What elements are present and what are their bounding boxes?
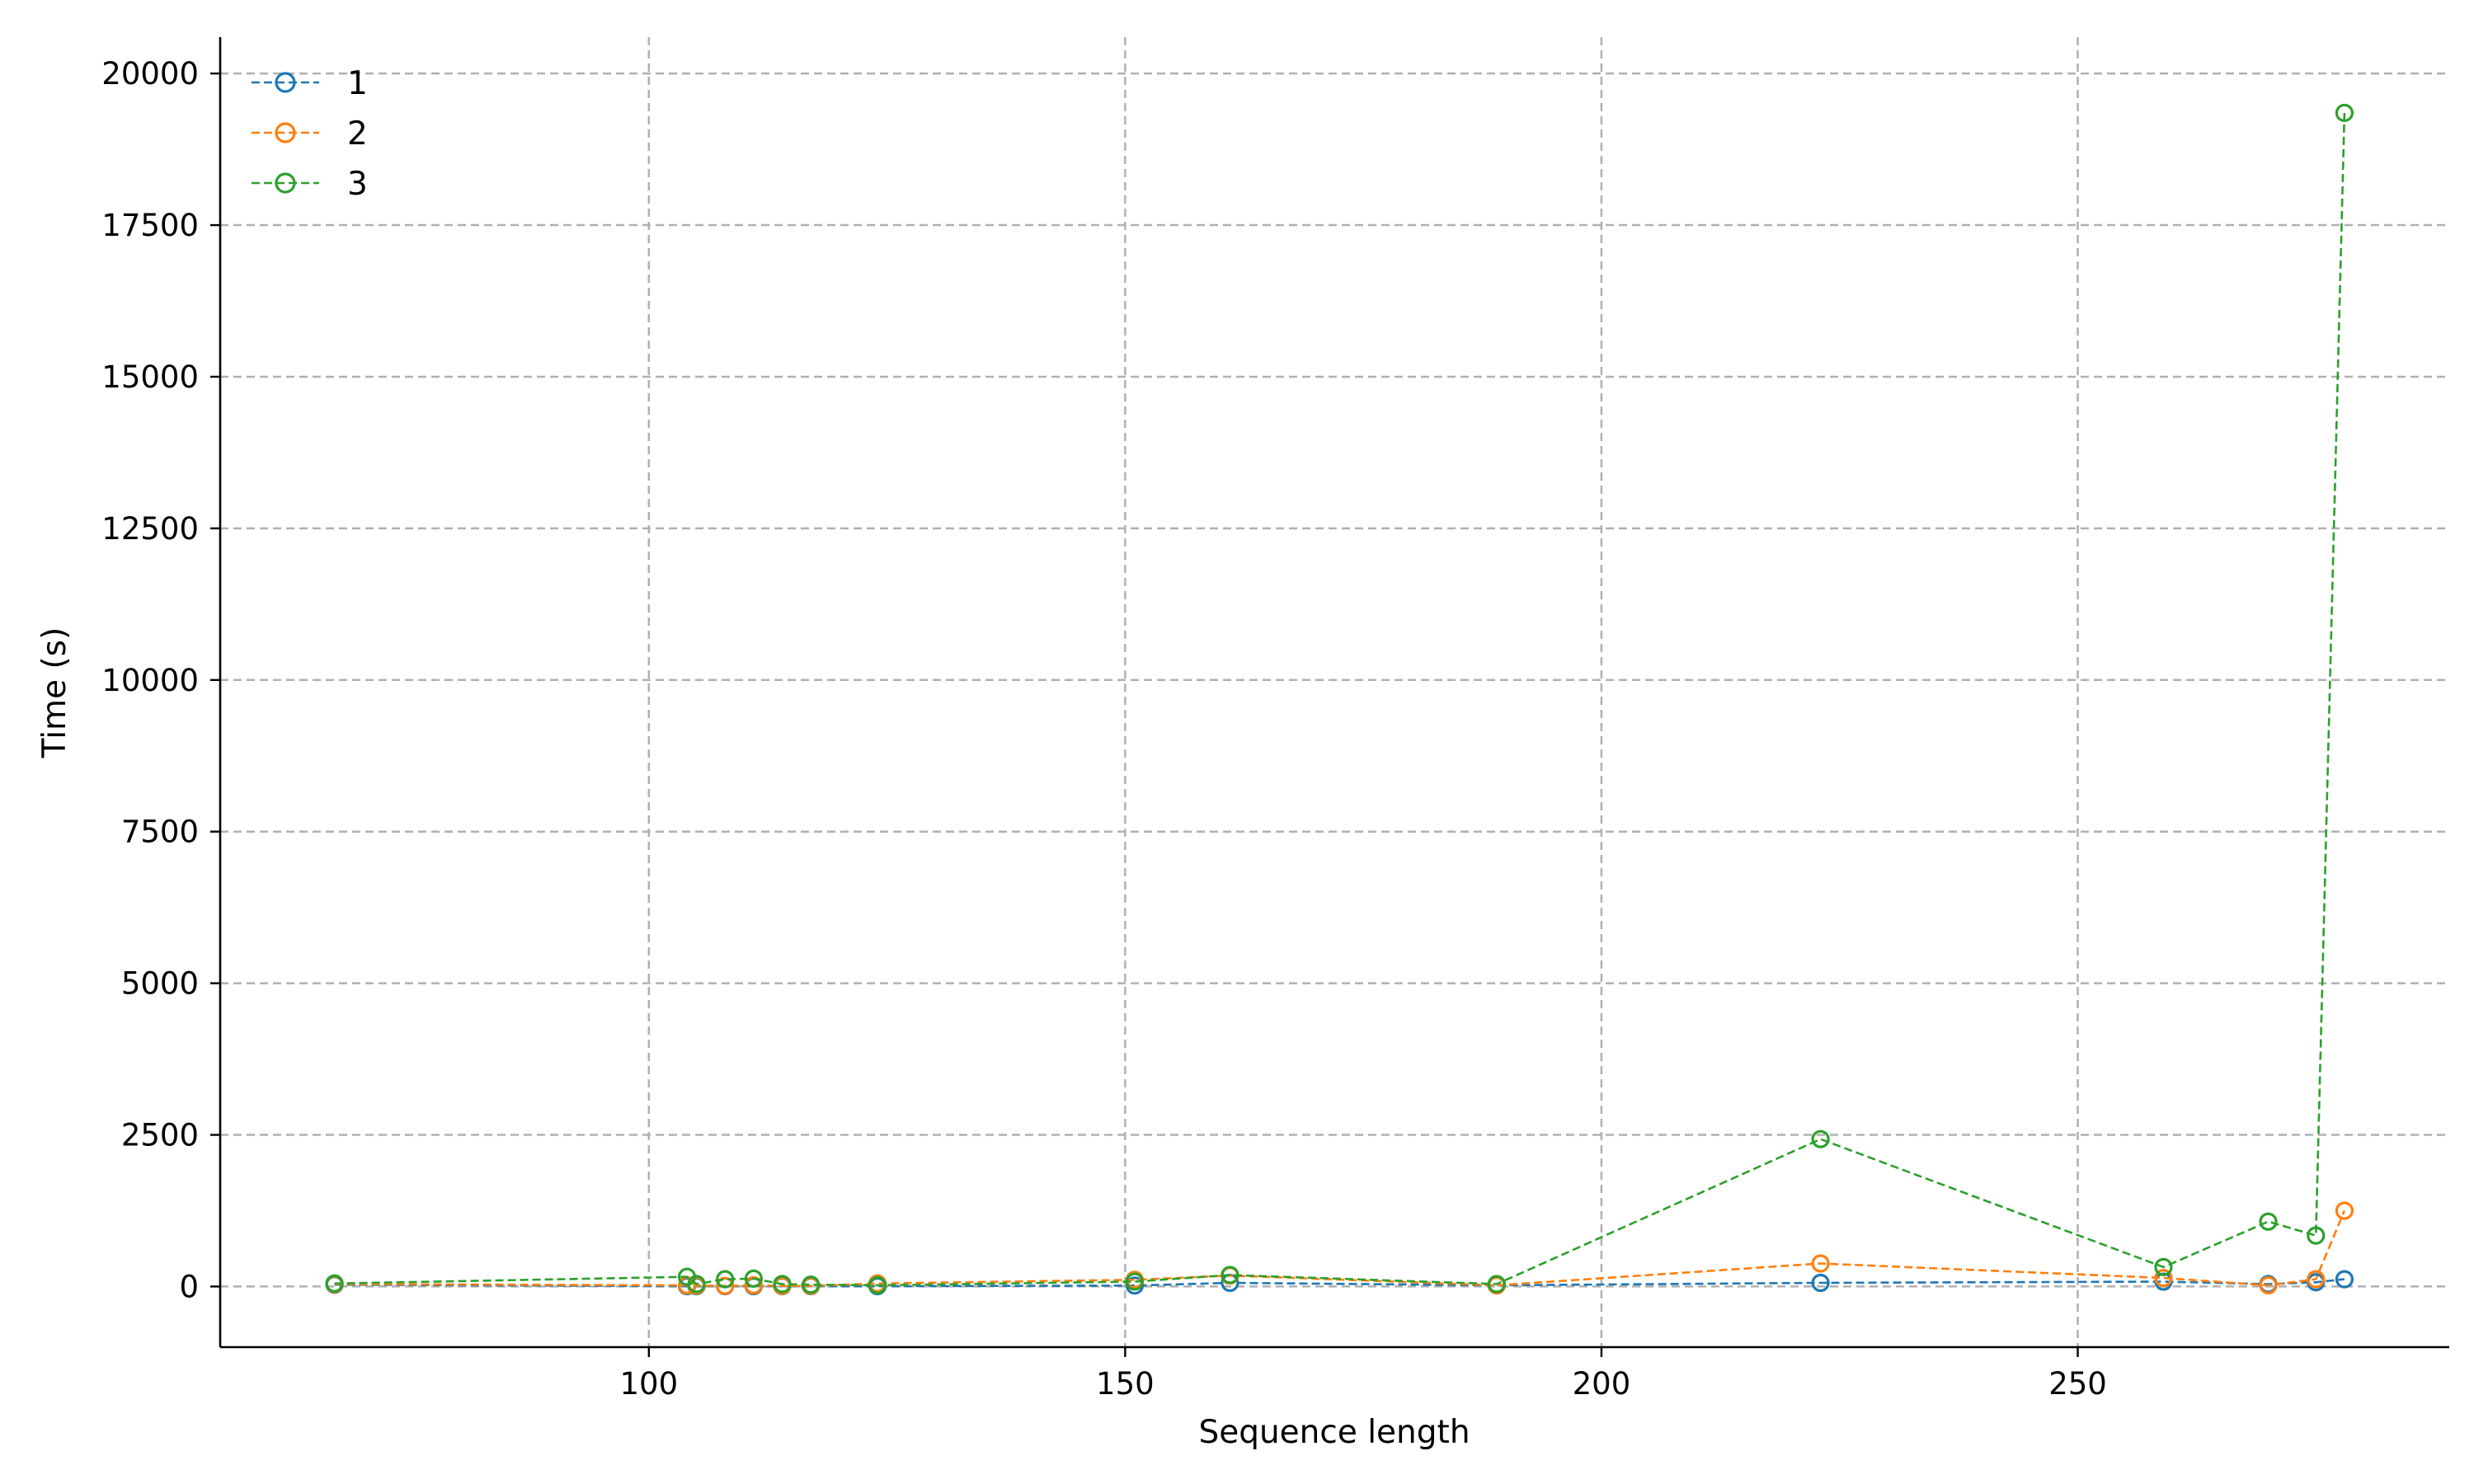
legend-entry: 1: [252, 65, 368, 102]
data-point: [868, 1275, 887, 1295]
data-point: [2335, 1201, 2354, 1220]
plot-area: [325, 103, 2354, 1296]
series-line: [334, 1210, 2346, 1288]
series-2: [325, 1201, 2354, 1295]
data-point: [1221, 1266, 1239, 1284]
legend-label: 1: [347, 65, 368, 102]
data-point: [1487, 1275, 1506, 1294]
legend-marker: [275, 122, 296, 143]
y-tick-label: 0: [179, 1269, 199, 1304]
data-point: [2335, 103, 2354, 123]
data-point: [716, 1276, 735, 1295]
y-tick-label: 12500: [101, 511, 199, 547]
x-tick-label: 100: [619, 1366, 678, 1402]
x-axis-title: Sequence length: [1198, 1414, 1470, 1451]
y-tick-label: 15000: [101, 359, 199, 395]
y-tick-label: 7500: [121, 815, 199, 850]
data-point: [2335, 1270, 2354, 1289]
legend: 1 2 3: [252, 65, 368, 203]
data-point: [744, 1269, 763, 1288]
legend-label: 2: [347, 115, 368, 153]
data-point: [802, 1275, 821, 1294]
data-point: [1811, 1129, 1830, 1148]
y-tick-label: 5000: [121, 966, 199, 1002]
series-1: [325, 1270, 2354, 1296]
y-tick-label: 20000: [101, 56, 199, 92]
legend-label: 3: [347, 166, 368, 203]
data-point: [716, 1270, 735, 1289]
data-point: [2307, 1270, 2326, 1289]
data-point: [2259, 1212, 2278, 1231]
y-tick-label: 17500: [101, 208, 199, 243]
x-tick-label: 200: [1573, 1366, 1631, 1402]
data-point: [773, 1275, 792, 1294]
x-tick-label: 250: [2048, 1366, 2107, 1402]
legend-marker: [275, 72, 296, 93]
data-point: [1811, 1273, 1830, 1293]
y-tick-label: 10000: [101, 663, 199, 698]
data-point: [2259, 1275, 2278, 1295]
data-point: [325, 1274, 344, 1293]
axes: [219, 37, 2449, 1349]
data-point: [2154, 1269, 2173, 1288]
data-point: [1125, 1272, 1145, 1291]
series-line: [334, 112, 2346, 1287]
series-3: [325, 103, 2354, 1295]
data-point: [2307, 1226, 2326, 1245]
y-tick-label: 2500: [121, 1118, 199, 1153]
legend-entry: 2: [252, 115, 368, 153]
grid: [220, 37, 2449, 1347]
x-tick-label: 150: [1096, 1366, 1155, 1402]
ticks: 0 2500 5000 7500 10000 12500 15000 17500 20000 10…: [101, 56, 2107, 1402]
y-axis-title: Time (s): [36, 627, 73, 759]
legend-marker: [275, 172, 296, 194]
data-point: [1811, 1254, 1830, 1273]
data-point: [2154, 1257, 2173, 1276]
data-point: [744, 1275, 763, 1295]
legend-entry: 3: [252, 166, 368, 203]
data-point: [687, 1275, 706, 1294]
